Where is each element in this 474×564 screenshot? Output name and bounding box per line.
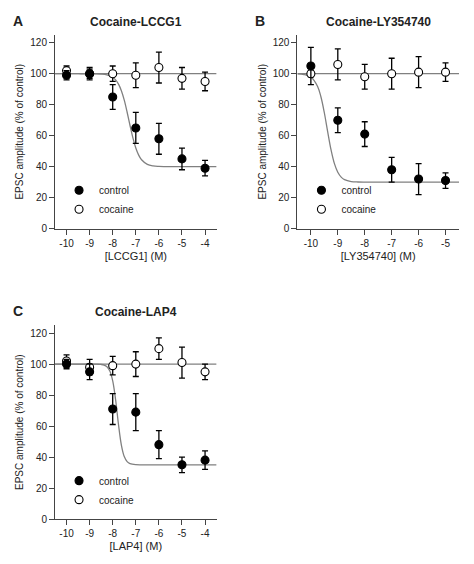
svg-text:-5: -5 bbox=[178, 238, 187, 249]
svg-text:60: 60 bbox=[278, 130, 290, 141]
svg-text:EPSC amplitude (% of control): EPSC amplitude (% of control) bbox=[14, 354, 25, 490]
svg-text:20: 20 bbox=[36, 192, 48, 203]
svg-text:0: 0 bbox=[41, 223, 47, 234]
svg-text:80: 80 bbox=[36, 99, 48, 110]
svg-text:80: 80 bbox=[36, 390, 48, 401]
svg-text:[LY354740] (M): [LY354740] (M) bbox=[341, 250, 416, 262]
svg-text:control: control bbox=[99, 476, 129, 487]
svg-text:120: 120 bbox=[273, 37, 290, 48]
svg-text:-7: -7 bbox=[131, 528, 140, 539]
svg-text:80: 80 bbox=[278, 99, 290, 110]
svg-text:control: control bbox=[341, 185, 371, 196]
svg-text:-6: -6 bbox=[154, 528, 163, 539]
svg-text:[LAP4] (M): [LAP4] (M) bbox=[110, 540, 163, 552]
svg-text:A: A bbox=[13, 13, 23, 29]
svg-text:control: control bbox=[99, 185, 129, 196]
svg-text:-7: -7 bbox=[387, 238, 396, 249]
svg-text:EPSC amplitude (% of control): EPSC amplitude (% of control) bbox=[257, 64, 268, 200]
svg-text:-10: -10 bbox=[59, 528, 74, 539]
svg-text:[LCCG1] (M): [LCCG1] (M) bbox=[105, 250, 167, 262]
svg-text:-6: -6 bbox=[154, 238, 163, 249]
svg-text:-5: -5 bbox=[441, 238, 450, 249]
svg-text:40: 40 bbox=[278, 161, 290, 172]
svg-text:120: 120 bbox=[30, 37, 47, 48]
svg-text:-9: -9 bbox=[333, 238, 342, 249]
svg-text:-8: -8 bbox=[108, 238, 117, 249]
svg-text:-5: -5 bbox=[178, 528, 187, 539]
svg-text:40: 40 bbox=[36, 161, 48, 172]
svg-text:Cocaine-LCCG1: Cocaine-LCCG1 bbox=[90, 15, 182, 29]
svg-text:-10: -10 bbox=[304, 238, 319, 249]
svg-text:-9: -9 bbox=[85, 528, 94, 539]
svg-text:20: 20 bbox=[36, 483, 48, 494]
svg-text:-8: -8 bbox=[360, 238, 369, 249]
svg-text:100: 100 bbox=[30, 68, 47, 79]
svg-text:EPSC amplitude (% of control): EPSC amplitude (% of control) bbox=[14, 64, 25, 200]
svg-text:0: 0 bbox=[41, 514, 47, 525]
svg-text:60: 60 bbox=[36, 421, 48, 432]
svg-text:Cocaine-LY354740: Cocaine-LY354740 bbox=[326, 15, 431, 29]
svg-text:-10: -10 bbox=[59, 238, 74, 249]
svg-text:Cocaine-LAP4: Cocaine-LAP4 bbox=[95, 305, 177, 319]
svg-text:C: C bbox=[13, 303, 23, 319]
svg-text:-4: -4 bbox=[201, 528, 210, 539]
svg-text:40: 40 bbox=[36, 452, 48, 463]
svg-text:cocaine: cocaine bbox=[99, 495, 134, 506]
svg-text:0: 0 bbox=[284, 223, 290, 234]
svg-text:cocaine: cocaine bbox=[99, 204, 134, 215]
svg-text:-4: -4 bbox=[201, 238, 210, 249]
svg-text:20: 20 bbox=[278, 192, 290, 203]
svg-text:100: 100 bbox=[273, 68, 290, 79]
svg-text:100: 100 bbox=[30, 359, 47, 370]
svg-text:-7: -7 bbox=[131, 238, 140, 249]
svg-text:B: B bbox=[255, 13, 265, 29]
svg-text:-8: -8 bbox=[108, 528, 117, 539]
svg-text:cocaine: cocaine bbox=[341, 204, 376, 215]
svg-text:-6: -6 bbox=[414, 238, 423, 249]
svg-text:-9: -9 bbox=[85, 238, 94, 249]
svg-text:120: 120 bbox=[30, 328, 47, 339]
svg-text:60: 60 bbox=[36, 130, 48, 141]
